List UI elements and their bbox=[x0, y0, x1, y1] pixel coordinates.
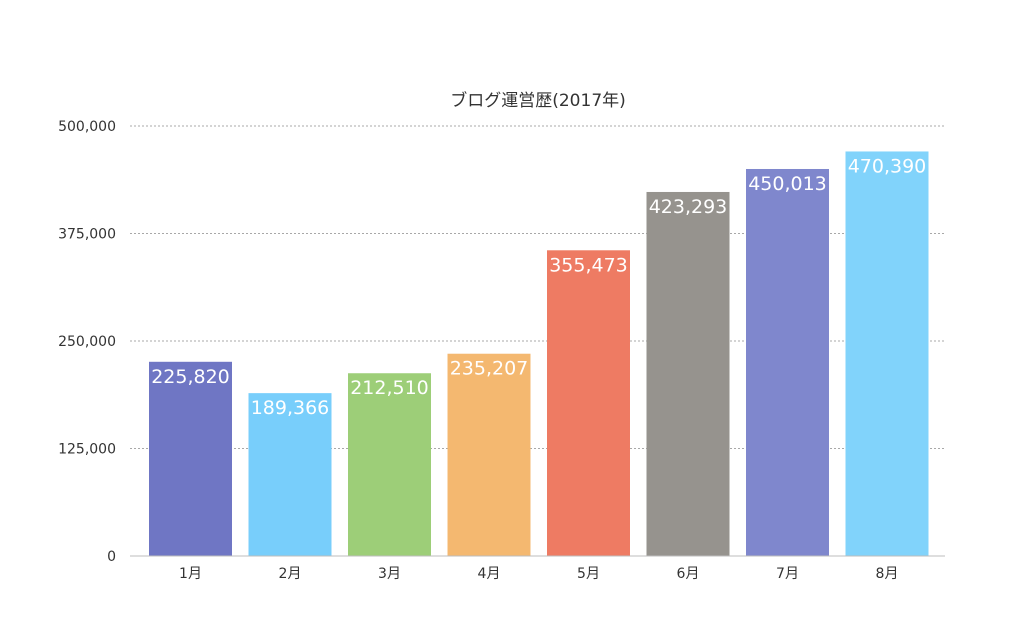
x-tick-label: 8月 bbox=[876, 566, 899, 582]
data-label: 189,366 bbox=[251, 397, 330, 419]
x-tick-label: 7月 bbox=[776, 566, 799, 582]
bar bbox=[547, 250, 630, 556]
bar bbox=[646, 191, 730, 556]
y-axis-ticks: 0 125,000 250,000 375,000 500,000 bbox=[58, 119, 116, 565]
y-tick-label: 0 bbox=[107, 549, 116, 565]
x-tick-label: 1月 bbox=[179, 566, 202, 582]
x-axis-ticks: 1月 2月 3月 4月 5月 6月 7月 8月 bbox=[179, 566, 898, 582]
y-tick-label: 375,000 bbox=[58, 227, 116, 243]
bars bbox=[149, 151, 929, 556]
y-tick-label: 250,000 bbox=[58, 334, 116, 350]
bar bbox=[746, 168, 829, 556]
bar bbox=[149, 361, 232, 556]
x-tick-label: 6月 bbox=[677, 566, 700, 582]
x-tick-label: 2月 bbox=[279, 566, 302, 582]
x-tick-label: 4月 bbox=[478, 566, 501, 582]
bar bbox=[447, 353, 531, 556]
data-label: 355,473 bbox=[549, 254, 628, 276]
bar bbox=[248, 393, 332, 556]
x-tick-label: 3月 bbox=[378, 566, 401, 582]
data-label: 212,510 bbox=[350, 377, 429, 399]
chart-title: ブログ運営歴(2017年) bbox=[450, 90, 626, 111]
bar bbox=[845, 151, 929, 556]
y-tick-label: 125,000 bbox=[58, 442, 116, 458]
data-label: 235,207 bbox=[450, 358, 529, 380]
x-tick-label: 5月 bbox=[577, 566, 600, 582]
y-tick-label: 500,000 bbox=[58, 119, 116, 135]
bar bbox=[348, 373, 431, 556]
data-label: 470,390 bbox=[848, 155, 927, 177]
data-labels: 225,820 189,366 212,510 235,207 355,473 423,2… bbox=[151, 155, 926, 419]
data-label: 450,013 bbox=[748, 173, 827, 195]
data-label: 423,293 bbox=[649, 196, 728, 218]
data-label: 225,820 bbox=[151, 366, 230, 388]
